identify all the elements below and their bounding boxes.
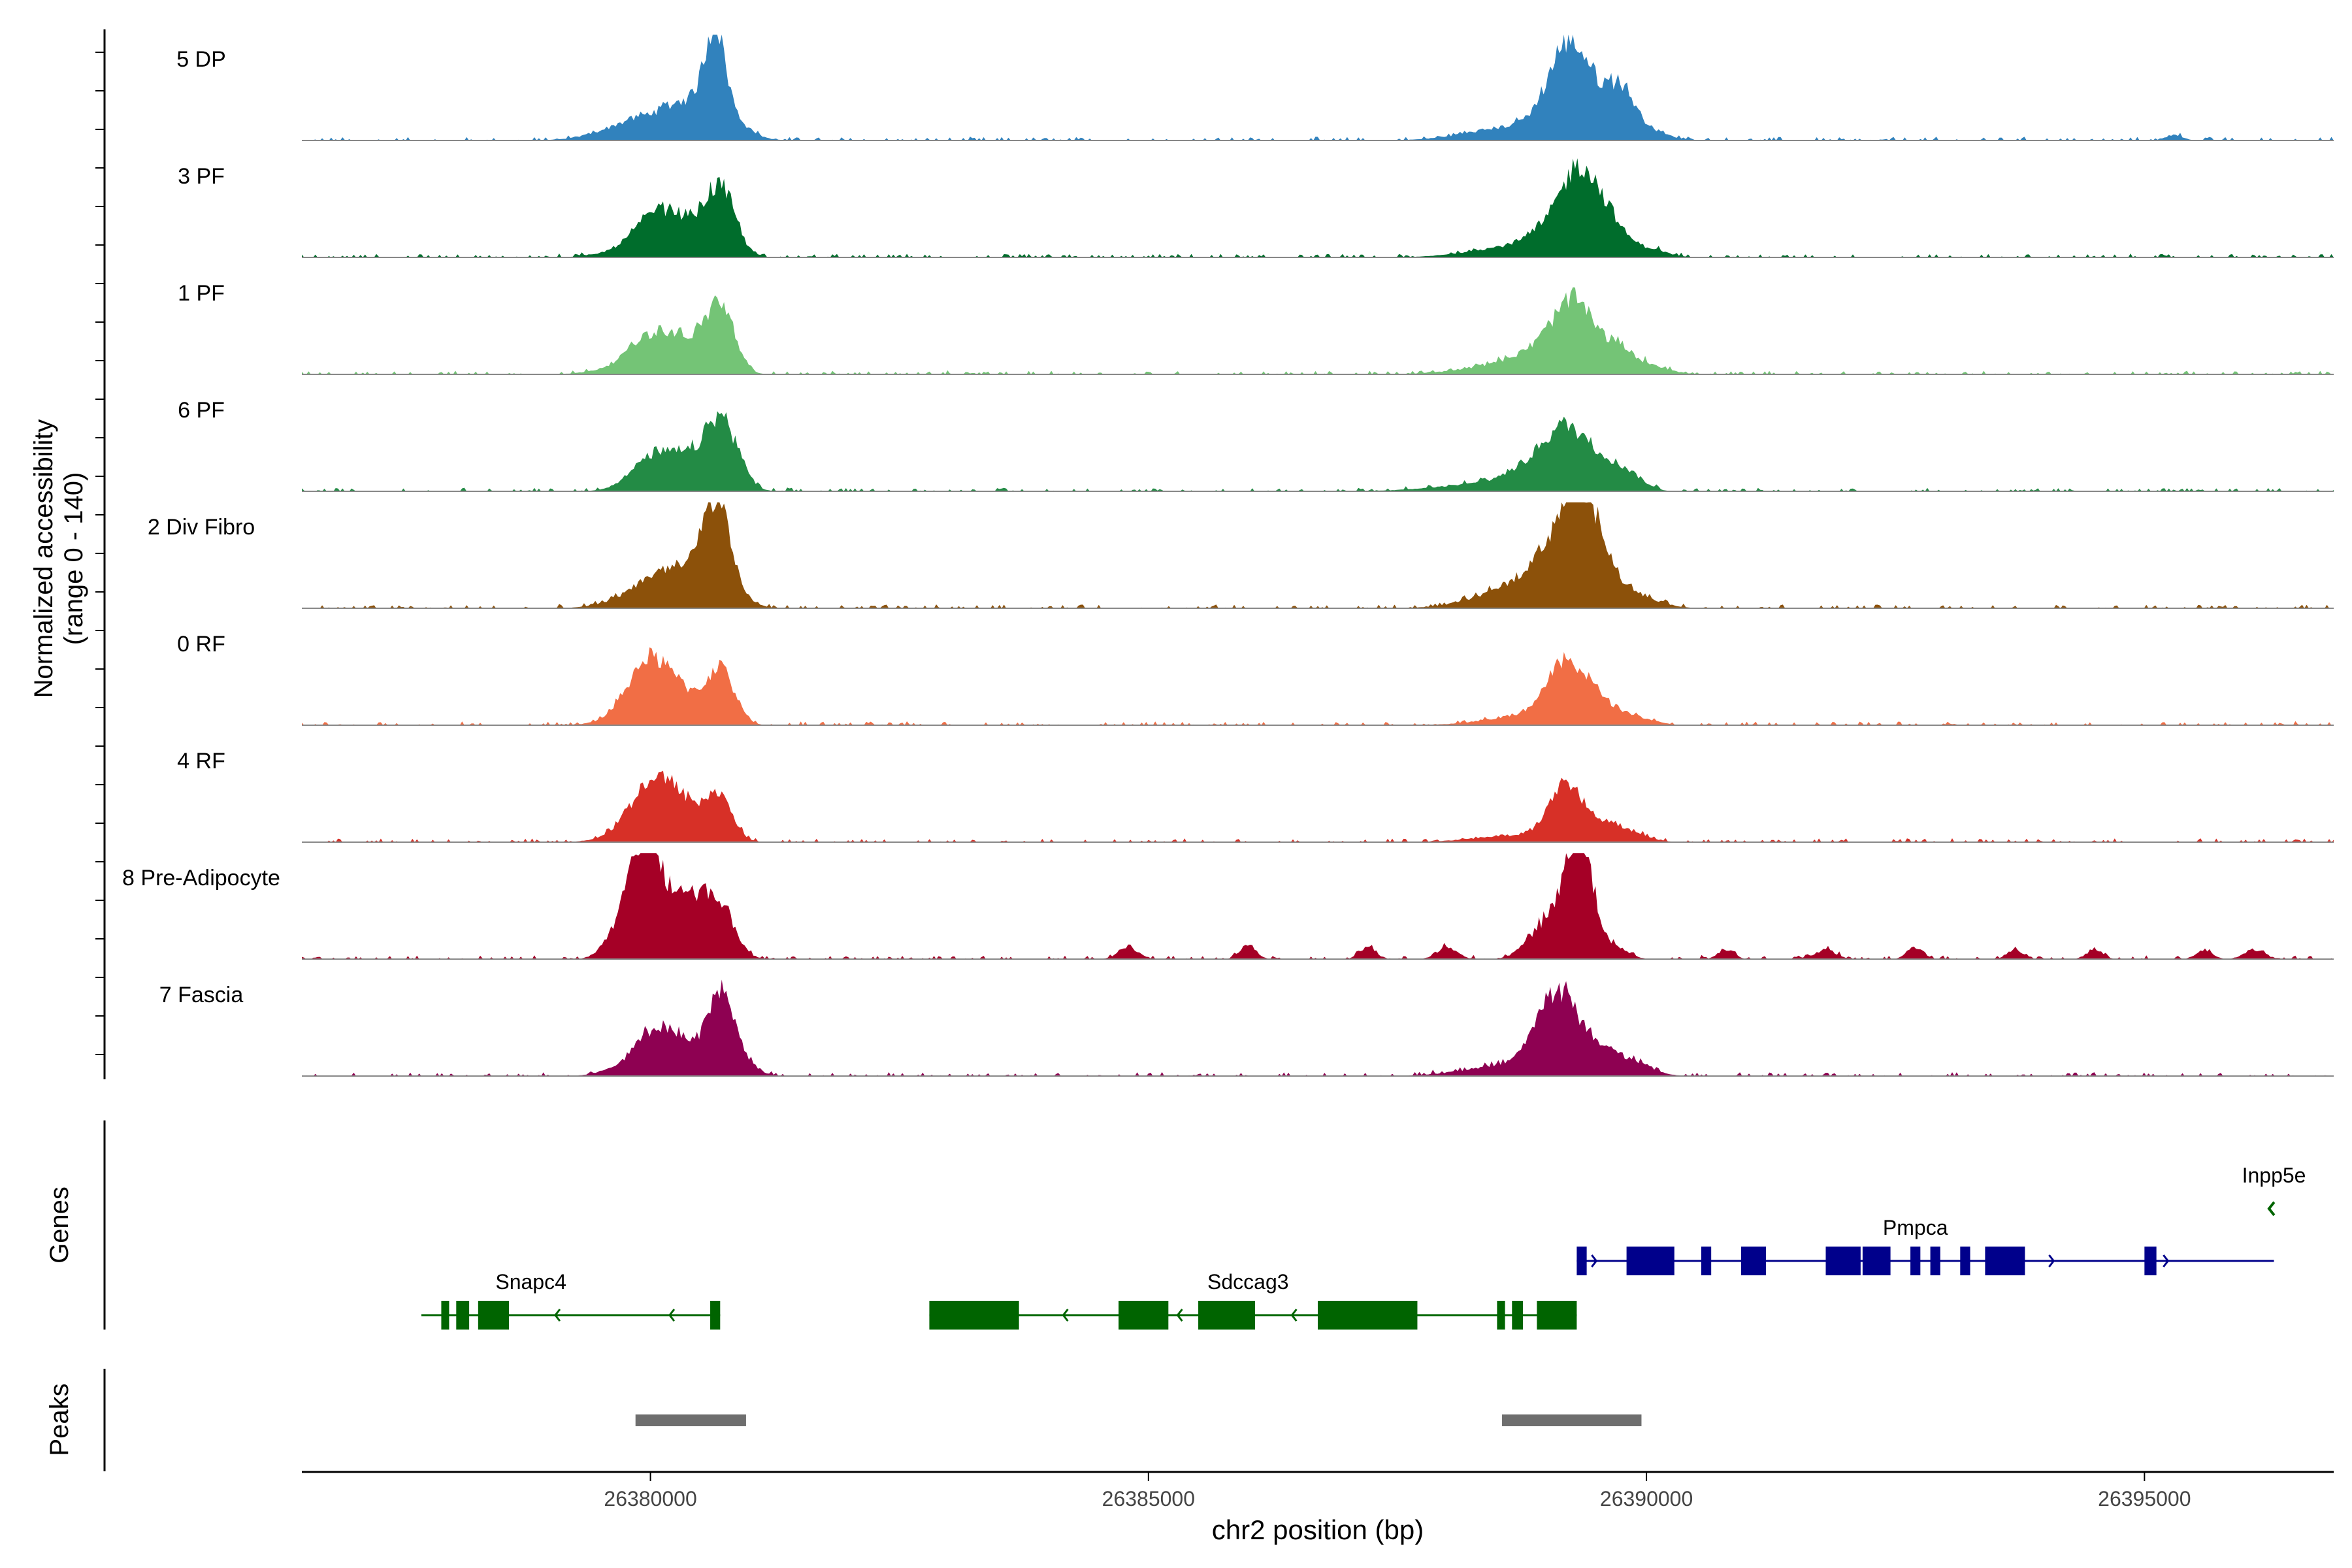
- gene-exon: [2144, 1247, 2157, 1275]
- track-label: 4 RF: [177, 749, 225, 774]
- x-axis-ticks: 26380000 26385000 26390000 26395000: [604, 1472, 2191, 1511]
- gene-exon: [1701, 1247, 1712, 1275]
- track-9: 7 Fascia: [159, 979, 2334, 1077]
- gene-label: Inpp5e: [2242, 1164, 2306, 1187]
- gene-exon: [1825, 1247, 1861, 1275]
- gene-exon: [1512, 1301, 1524, 1330]
- track-coverage-area: [302, 979, 2334, 1076]
- gene-exon: [1960, 1247, 1970, 1275]
- genes-panel: Snapc4 Sdccag3 Pmpca Inpp5e: [421, 1164, 2306, 1330]
- track-label: 1 PF: [178, 281, 225, 306]
- gene-exon: [1740, 1247, 1767, 1275]
- track-label: 7 Fascia: [159, 983, 244, 1007]
- gene-sdccag3: Sdccag3: [929, 1270, 1577, 1330]
- gene-exon: [1497, 1301, 1505, 1330]
- x-tick-label: 26385000: [1102, 1487, 1195, 1511]
- strand-arrow-icon: [2048, 1254, 2055, 1267]
- track-6: 0 RF: [177, 632, 2334, 726]
- track-label: 3 PF: [178, 164, 225, 189]
- track-coverage-area: [302, 647, 2334, 725]
- track-coverage-area: [302, 853, 2334, 959]
- track-4: 6 PF: [178, 398, 2334, 492]
- gene-exon: [1930, 1247, 1940, 1275]
- track-coverage-area: [302, 411, 2334, 491]
- track-5: 2 Div Fibro: [148, 502, 2334, 609]
- strand-arrow-icon: [668, 1309, 676, 1322]
- peak-bar: [1502, 1414, 1642, 1426]
- gene-exon: [1537, 1301, 1577, 1330]
- gene-exon: [1198, 1301, 1255, 1330]
- gene-snapc4: Snapc4: [421, 1270, 721, 1330]
- gene-exon: [1318, 1301, 1418, 1330]
- gene-exon: [1862, 1247, 1891, 1275]
- gene-label: Snapc4: [495, 1270, 566, 1294]
- gene-exon: [710, 1301, 721, 1330]
- track-label: 8 Pre-Adipocyte: [122, 866, 280, 890]
- gene-pmpca: Pmpca: [1576, 1216, 2274, 1275]
- track-8: 8 Pre-Adipocyte: [122, 853, 2334, 960]
- gene-exon: [1985, 1247, 2025, 1275]
- peak-bar: [635, 1414, 746, 1426]
- peaks-panel: [635, 1414, 1642, 1426]
- peaks-panel-label: Peaks: [45, 1383, 74, 1456]
- track-coverage-area: [302, 158, 2334, 257]
- gene-exon: [478, 1301, 510, 1330]
- track-label: 5 DP: [176, 47, 226, 72]
- strand-arrow-icon: [1290, 1309, 1298, 1322]
- strand-arrow-icon: [1062, 1309, 1069, 1322]
- x-axis-label: chr2 position (bp): [1212, 1514, 1424, 1545]
- gene-label: Pmpca: [1883, 1216, 1948, 1239]
- strand-arrow-icon: [2267, 1201, 2276, 1217]
- gene-exon: [1626, 1247, 1674, 1275]
- track-2: 3 PF: [178, 158, 2334, 258]
- x-tick-label: 26390000: [1600, 1487, 1693, 1511]
- gene-exon: [441, 1301, 449, 1330]
- strand-arrow-icon: [2163, 1254, 2170, 1267]
- track-1: 5 DP: [176, 35, 2334, 141]
- track-coverage-area: [302, 287, 2334, 374]
- strand-arrow-icon: [554, 1309, 561, 1322]
- strand-arrow-icon: [1176, 1309, 1183, 1322]
- track-label: 2 Div Fibro: [148, 515, 255, 540]
- gene-exon: [1576, 1247, 1587, 1275]
- gene-exon: [456, 1301, 470, 1330]
- x-tick-label: 26380000: [604, 1487, 696, 1511]
- x-tick-label: 26395000: [2098, 1487, 2191, 1511]
- y-axis-range-label: (range 0 - 140): [59, 472, 88, 645]
- track-7: 4 RF: [177, 749, 2334, 843]
- genes-panel-label: Genes: [45, 1186, 74, 1264]
- track-3: 1 PF: [178, 281, 2334, 375]
- coverage-tracks: 5 DP 3 PF 1 PF 6 PF 2 Div Fibro 0 RF 4 RF 8 Pre…: [122, 35, 2334, 1077]
- gene-exon: [1119, 1301, 1169, 1330]
- gene-label: Sdccag3: [1207, 1270, 1289, 1294]
- track-coverage-area: [302, 35, 2334, 140]
- track-coverage-area: [302, 502, 2334, 608]
- gene-exon: [1910, 1247, 1921, 1275]
- gene-inpp5e: Inpp5e: [2242, 1164, 2306, 1217]
- track-label: 6 PF: [178, 398, 225, 423]
- gene-exon: [929, 1301, 1019, 1330]
- y-axis-label: Normalized accessibility: [29, 419, 58, 698]
- coverage-axis-ticks: [95, 52, 105, 1055]
- track-label: 0 RF: [177, 632, 225, 657]
- track-coverage-area: [302, 770, 2334, 842]
- strand-arrow-icon: [1591, 1254, 1598, 1267]
